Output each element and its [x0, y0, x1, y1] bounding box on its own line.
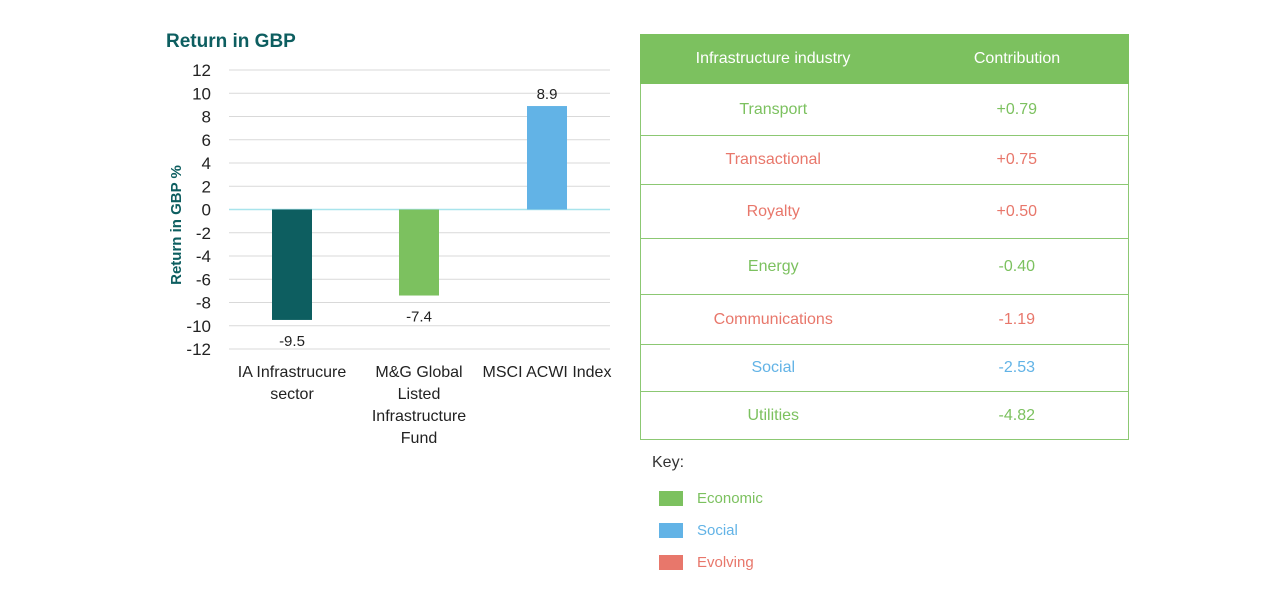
key-label: Evolving	[697, 553, 754, 571]
table-row: Energy -0.40	[640, 238, 1129, 295]
y-tick-label: 8	[202, 108, 211, 127]
industry-cell: Utilities	[640, 391, 906, 440]
y-tick-label: 4	[202, 154, 211, 173]
table-header-row: Infrastructure industry Contribution	[640, 34, 1129, 84]
chart-title: Return in GBP	[166, 31, 296, 52]
industry-cell: Transactional	[640, 135, 906, 185]
key-label: Social	[697, 521, 738, 539]
industry-cell: Energy	[640, 238, 906, 295]
key-legend: Key: Economic Social Evolving	[652, 454, 763, 578]
key-label: Economic	[697, 489, 763, 507]
contribution-cell: -4.82	[905, 391, 1129, 440]
x-category-label: M&G Global Listed Infrastructure Fund	[371, 364, 467, 447]
industry-cell: Social	[640, 344, 906, 392]
bar	[527, 106, 567, 210]
bar	[272, 209, 312, 320]
key-title: Key:	[652, 454, 685, 471]
y-tick-label: -4	[196, 247, 211, 266]
y-tick-label: -12	[186, 340, 211, 359]
data-label: -9.5	[279, 333, 305, 350]
table-row: Transactional +0.75	[640, 135, 1129, 185]
y-tick-label: 10	[192, 84, 211, 103]
table-row: Communications -1.19	[640, 294, 1129, 345]
economic-swatch-icon	[659, 490, 683, 506]
contribution-cell: -1.19	[905, 294, 1129, 345]
table-row: Social -2.53	[640, 344, 1129, 392]
y-tick-label: 12	[192, 61, 211, 80]
key-item: Economic	[652, 482, 763, 514]
key-item: Evolving	[652, 546, 763, 578]
y-axis-label: Return in GBP %	[168, 165, 185, 285]
y-tick-label: -2	[196, 224, 211, 243]
data-label: 8.9	[537, 86, 558, 103]
y-tick-label: -8	[196, 294, 211, 313]
industry-column-header: Infrastructure industry	[640, 34, 906, 84]
contribution-cell: -0.40	[905, 238, 1129, 295]
bar-chart: 12 10 8 6 4 2 0 -2 -4 -6 -8 -10 -12 Return in GBP % -9…	[168, 61, 610, 359]
x-category-label: MSCI ACWI Index	[482, 364, 612, 381]
y-tick-label: 6	[202, 131, 211, 150]
key-item: Social	[652, 514, 763, 546]
contribution-cell: +0.50	[905, 184, 1129, 239]
industry-cell: Communications	[640, 294, 906, 345]
table-row: Royalty +0.50	[640, 184, 1129, 239]
industry-cell: Royalty	[640, 184, 906, 239]
evolving-swatch-icon	[659, 554, 683, 570]
bar	[399, 209, 439, 296]
contribution-cell: +0.79	[905, 83, 1129, 136]
y-tick-label: -10	[186, 317, 211, 336]
table-row: Transport +0.79	[640, 83, 1129, 136]
contribution-cell: +0.75	[905, 135, 1129, 185]
contribution-column-header: Contribution	[905, 34, 1129, 84]
industry-contribution-table: Infrastructure industry Contribution Tra…	[640, 34, 1129, 440]
contribution-cell: -2.53	[905, 344, 1129, 392]
y-tick-label: 2	[202, 177, 211, 196]
x-category-label: IA Infrastrucure sector	[237, 364, 347, 403]
industry-cell: Transport	[640, 83, 906, 136]
table-row: Utilities -4.82	[640, 391, 1129, 440]
y-tick-label: 0	[202, 201, 211, 220]
data-label: -7.4	[406, 309, 432, 326]
y-tick-label: -6	[196, 270, 211, 289]
social-swatch-icon	[659, 522, 683, 538]
